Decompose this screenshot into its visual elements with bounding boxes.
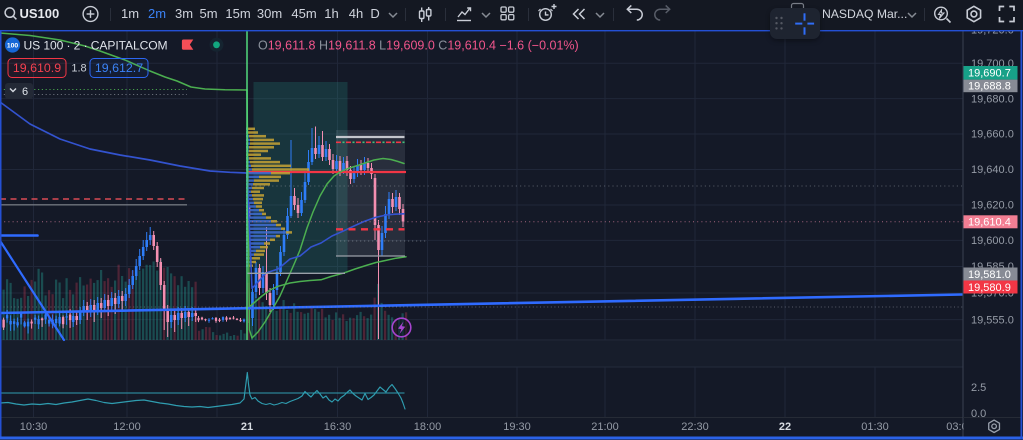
svg-text:01:30: 01:30 (861, 421, 889, 433)
svg-text:O19,611.8 H19,611.8 L19,609.0: O19,611.8 H19,611.8 L19,609.0 C19,610.4 … (258, 38, 579, 52)
svg-text:19,688.8: 19,688.8 (968, 81, 1011, 93)
svg-text:19,581.0: 19,581.0 (968, 269, 1011, 281)
svg-text:19,555.0: 19,555.0 (971, 314, 1014, 326)
svg-text:19:30: 19:30 (503, 421, 531, 433)
svg-text:2.5: 2.5 (971, 382, 986, 394)
svg-text:19,580.9: 19,580.9 (968, 282, 1011, 294)
svg-text:16:30: 16:30 (324, 421, 352, 433)
svg-text:03:0: 03:0 (946, 421, 967, 433)
svg-text:6: 6 (22, 86, 28, 98)
svg-text:22: 22 (779, 421, 791, 433)
svg-text:0.0: 0.0 (971, 408, 986, 420)
svg-text:19,690.7: 19,690.7 (968, 68, 1011, 80)
svg-text:19,600.0: 19,600.0 (971, 235, 1014, 247)
svg-text:19,680.0: 19,680.0 (971, 93, 1014, 105)
svg-text:19,640.0: 19,640.0 (971, 164, 1014, 176)
svg-text:21: 21 (241, 421, 253, 433)
svg-text:10:30: 10:30 (20, 421, 48, 433)
svg-text:18:00: 18:00 (414, 421, 442, 433)
svg-text:19,610.4: 19,610.4 (968, 217, 1011, 229)
svg-text:US 100 · 2 · CAPITALCOM: US 100 · 2 · CAPITALCOM (24, 39, 168, 53)
svg-text:1.8: 1.8 (71, 63, 86, 75)
svg-text:19,620.0: 19,620.0 (971, 200, 1014, 212)
svg-text:19,612.7: 19,612.7 (95, 61, 143, 75)
svg-text:100: 100 (7, 43, 19, 50)
svg-text:21:00: 21:00 (591, 421, 619, 433)
svg-text:12:00: 12:00 (113, 421, 141, 433)
svg-text:22:30: 22:30 (681, 421, 709, 433)
svg-text:19,610.9: 19,610.9 (13, 61, 61, 75)
svg-text:19,660.0: 19,660.0 (971, 129, 1014, 141)
